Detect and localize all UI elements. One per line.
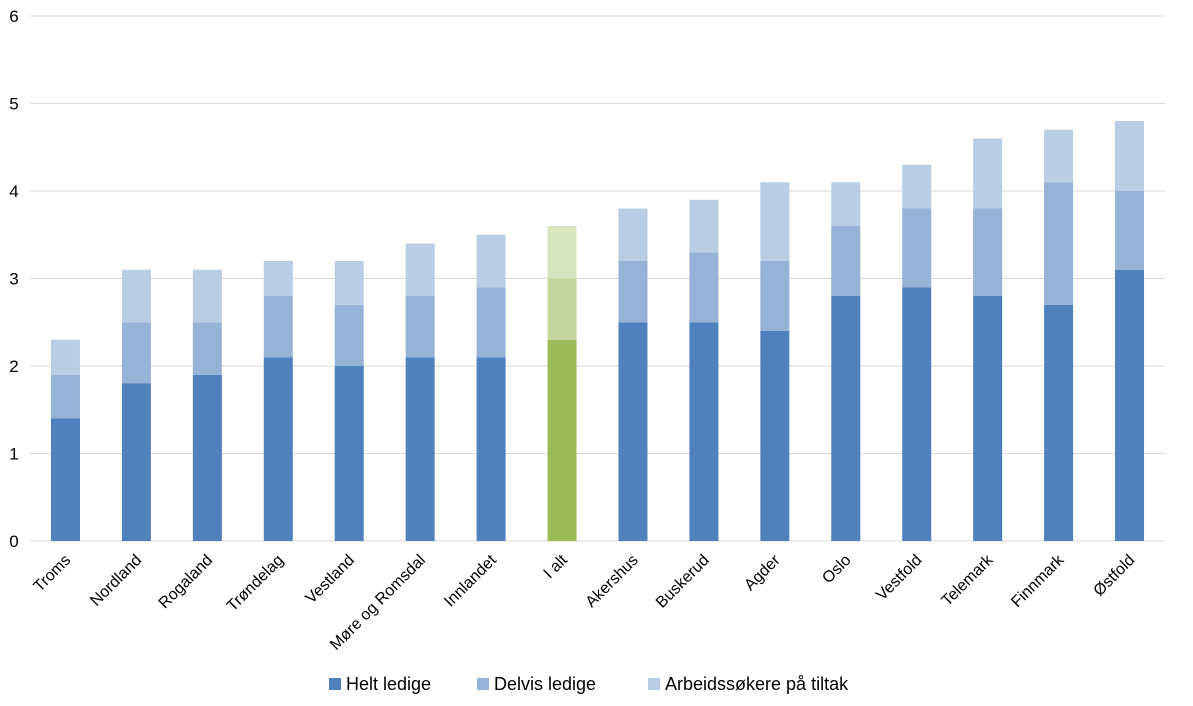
bar-segment — [973, 138, 1003, 209]
x-tick-label: Vestfold — [873, 552, 925, 604]
bar-segment — [334, 366, 364, 541]
x-tick-label: Vestland — [303, 552, 358, 607]
y-tick-label: 1 — [9, 445, 18, 464]
y-tick-label: 5 — [9, 95, 18, 114]
bar-segment — [476, 357, 506, 541]
bar-segment — [547, 226, 577, 279]
legend-label: Helt ledige — [346, 674, 431, 694]
bar-segment — [547, 339, 577, 541]
y-tick-label: 4 — [9, 182, 18, 201]
legend-swatch — [648, 678, 660, 690]
x-tick-label: Agder — [741, 551, 784, 594]
x-tick-label: Troms — [31, 552, 75, 596]
bar-segment — [902, 208, 932, 288]
bar-segment — [405, 296, 435, 358]
bar-segment — [192, 269, 222, 323]
bar-segment — [831, 226, 861, 296]
bar-segment — [50, 418, 80, 541]
bar-segment — [760, 261, 790, 331]
bar-segment — [973, 208, 1003, 296]
x-tick-label: Telemark — [939, 551, 998, 610]
y-tick-label: 2 — [9, 357, 18, 376]
bar-segment — [263, 296, 293, 358]
bar-segment — [50, 339, 80, 375]
bar-segment — [689, 322, 719, 541]
bar-segment — [1115, 269, 1145, 541]
bar-segment — [50, 374, 80, 419]
bar-segment — [334, 304, 364, 366]
bar-segment — [831, 296, 861, 541]
bar-segment — [1115, 191, 1145, 270]
x-tick-label: Rogaland — [156, 552, 216, 612]
bar-segment — [1115, 121, 1145, 191]
bar-segment — [689, 199, 719, 253]
bar-segment — [902, 287, 932, 541]
bar-segment — [1044, 304, 1074, 541]
bar-segment — [689, 252, 719, 323]
x-tick-label: Østfold — [1090, 552, 1138, 600]
x-tick-label: Nordland — [87, 552, 145, 610]
x-tick-label: Buskerud — [653, 552, 713, 612]
x-tick-label: Oslo — [819, 552, 854, 587]
bar-segment — [192, 374, 222, 541]
bar-segment — [1044, 129, 1074, 183]
x-tick-label: Akershus — [583, 552, 642, 611]
bar-segment — [618, 261, 648, 323]
bar-segment — [121, 322, 151, 384]
bar-segment — [476, 287, 506, 358]
legend-label: Delvis ledige — [494, 674, 596, 694]
bar-segment — [476, 234, 506, 288]
bar-segment — [1044, 182, 1074, 305]
bar-segment — [618, 322, 648, 541]
bar-segment — [405, 357, 435, 541]
bar-segment — [121, 383, 151, 541]
x-tick-label: I alt — [541, 551, 572, 582]
bar-segment — [831, 182, 861, 226]
bars — [50, 121, 1145, 541]
y-tick-label: 3 — [9, 270, 18, 289]
y-axis: 0 1 2 3 4 5 6 — [9, 7, 18, 551]
legend-swatch — [329, 678, 341, 690]
bar-segment — [618, 208, 648, 261]
bar-segment — [263, 261, 293, 296]
bar-segment — [121, 269, 151, 323]
x-axis: Troms Nordland Rogaland Trøndelag VestlandMø… — [31, 551, 1139, 654]
legend-label: Arbeidssøkere på tiltak — [665, 674, 849, 694]
legend: Helt ledige Delvis ledige Arbeidssøkere på… — [329, 674, 849, 694]
bar-segment — [760, 182, 790, 261]
legend-swatch — [477, 678, 489, 690]
bar-segment — [334, 261, 364, 305]
bar-segment — [263, 357, 293, 541]
bar-segment — [902, 164, 932, 209]
bar-segment — [192, 322, 222, 375]
y-tick-label: 0 — [9, 532, 18, 551]
bar-segment — [973, 296, 1003, 541]
bar-segment — [760, 331, 790, 541]
x-tick-label: Trøndelag — [224, 552, 287, 615]
x-tick-label: Finnmark — [1008, 551, 1068, 611]
bar-segment — [405, 243, 435, 296]
bar-segment — [547, 278, 577, 340]
y-tick-label: 6 — [9, 7, 18, 26]
x-tick-label: Innlandet — [441, 551, 500, 610]
